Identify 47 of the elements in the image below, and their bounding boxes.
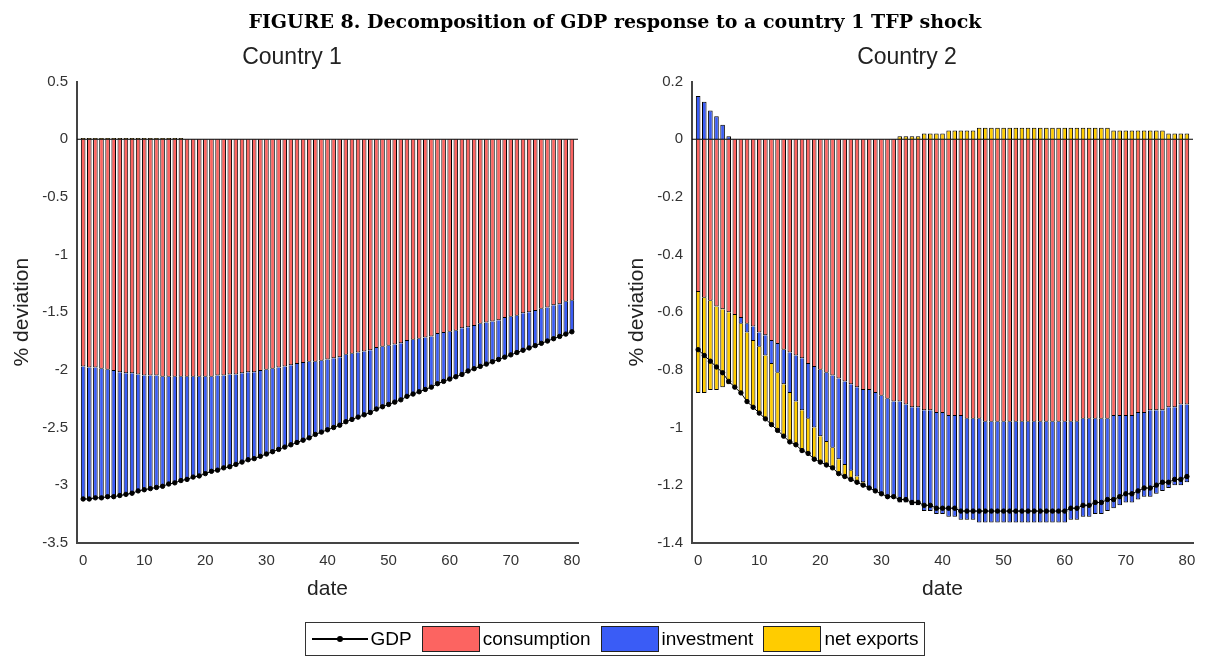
y-tick-label: -3.5	[42, 532, 69, 550]
legend-label: GDP	[370, 628, 412, 650]
x-axis-title: date	[307, 576, 348, 600]
x-tick-label: 30	[873, 550, 890, 568]
y-tick-label: -1.2	[657, 475, 684, 493]
x-tick-label: 70	[502, 550, 520, 568]
x-tick-label: 50	[995, 550, 1012, 568]
y-tick-label: -1	[669, 417, 684, 435]
legend-label: consumption	[482, 628, 591, 650]
y-axis-title: % deviation	[9, 257, 33, 367]
x-tick-label: 10	[750, 550, 768, 568]
x-tick-label: 40	[319, 550, 336, 568]
y-tick-label: -0.6	[657, 302, 684, 320]
x-tick-label: 20	[812, 550, 829, 568]
y-tick-label: 0.5	[47, 71, 69, 89]
y-tick-label: -3	[54, 475, 69, 493]
y-tick-label: -0.2	[657, 187, 684, 205]
x-tick-label: 10	[135, 550, 153, 568]
y-tick-label: -0.8	[657, 359, 684, 377]
y-tick-label: -2	[54, 359, 69, 377]
legend-label: investment	[661, 628, 754, 650]
x-tick-label: 70	[1117, 550, 1135, 568]
x-tick-label: 80	[1178, 550, 1196, 568]
x-tick-label: 30	[258, 550, 275, 568]
x-tick-label: 80	[563, 550, 581, 568]
y-tick-label: -1.4	[657, 532, 684, 550]
caption: FIGURE 8. Decomposition of GDP response to a country 1 TFP shock	[247, 10, 983, 32]
y-tick-label: -0.4	[657, 244, 684, 262]
y-axis-title: % deviation	[624, 257, 648, 367]
y-tick-label: 0	[59, 129, 69, 147]
legend-label: net exports	[824, 628, 919, 650]
y-tick-label: 0.2	[662, 71, 684, 89]
y-tick-label: 0	[674, 129, 684, 147]
x-tick-label: 60	[1056, 550, 1074, 568]
x-tick-label: 0	[693, 550, 703, 568]
x-tick-label: 0	[78, 550, 88, 568]
x-axis-title: date	[922, 576, 963, 600]
x-tick-label: 50	[380, 550, 397, 568]
chart-title: Country 2	[857, 43, 957, 70]
y-tick-label: -0.5	[42, 187, 69, 205]
x-tick-label: 60	[441, 550, 459, 568]
y-tick-label: -1	[54, 244, 69, 262]
chart-title: Country 1	[242, 43, 342, 70]
y-tick-label: -1.5	[42, 302, 69, 320]
x-tick-label: 40	[934, 550, 951, 568]
x-tick-label: 20	[197, 550, 214, 568]
y-tick-label: -2.5	[42, 417, 69, 435]
